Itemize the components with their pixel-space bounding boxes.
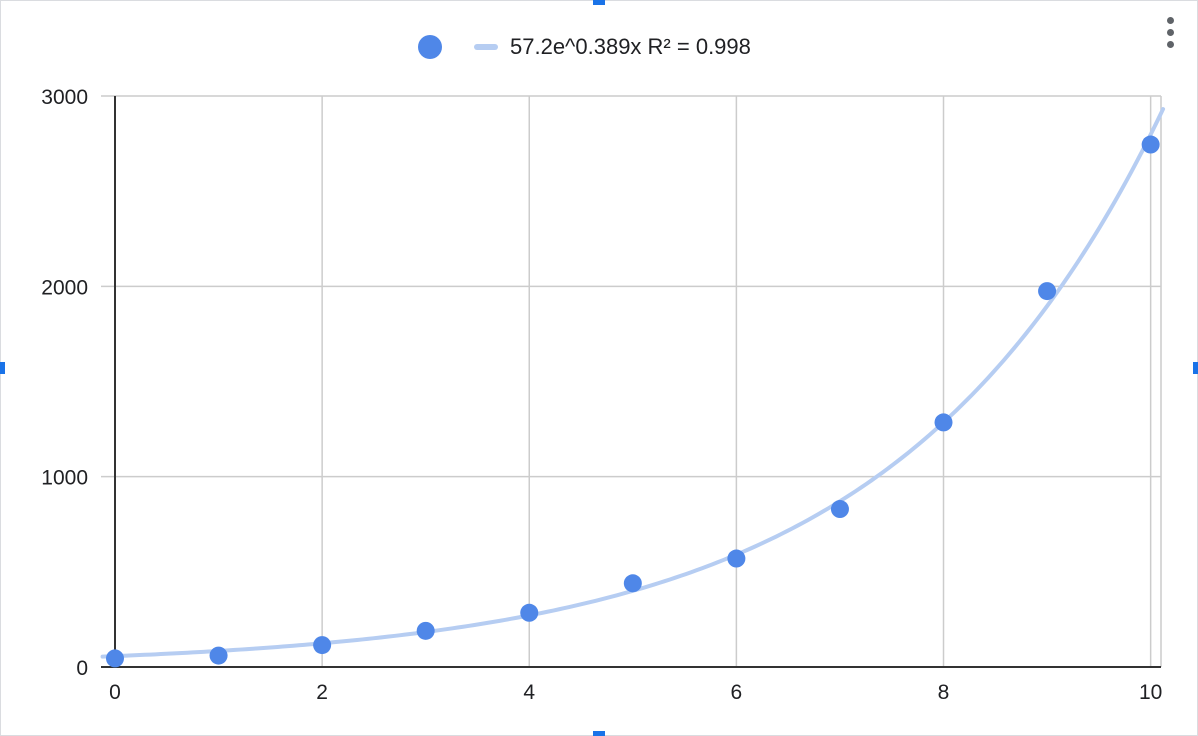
data-point[interactable] — [727, 549, 746, 568]
data-point[interactable] — [1141, 135, 1160, 154]
x-tick-label: 0 — [109, 681, 121, 704]
resize-handle-left[interactable] — [0, 362, 5, 374]
y-tick-label: 0 — [76, 657, 88, 680]
resize-handle-right[interactable] — [1193, 362, 1198, 374]
y-tick-label: 2000 — [41, 276, 88, 299]
more-vert-icon[interactable] — [1158, 14, 1182, 50]
data-point[interactable] — [934, 413, 953, 432]
resize-handle-top[interactable] — [593, 0, 605, 5]
x-tick-label: 2 — [316, 681, 328, 704]
legend-trendline-marker — [474, 44, 498, 50]
x-tick-label: 6 — [731, 681, 743, 704]
x-tick-label: 10 — [1139, 681, 1162, 704]
vertical-gridlines — [321, 96, 1162, 667]
menu-dot — [1166, 16, 1174, 24]
axes — [101, 96, 1161, 668]
data-point[interactable] — [209, 646, 228, 665]
legend-trendline-label: 57.2e^0.389x R² = 0.998 — [510, 34, 751, 59]
data-point[interactable] — [313, 636, 332, 655]
x-tick-labels: 0 2 4 6 8 10 — [109, 681, 1162, 704]
menu-dot — [1166, 40, 1174, 48]
data-point[interactable] — [106, 649, 124, 668]
y-tick-label: 3000 — [41, 86, 88, 109]
chart-legend: 57.2e^0.389x R² = 0.998 — [418, 30, 751, 64]
y-tick-label: 1000 — [41, 467, 88, 490]
data-point[interactable] — [520, 603, 539, 622]
y-tick-labels: 0 1000 2000 3000 — [41, 86, 88, 680]
legend-series-marker — [418, 35, 442, 59]
resize-handle-bottom[interactable] — [593, 731, 605, 736]
data-points — [106, 135, 1160, 668]
menu-dot — [1166, 28, 1174, 36]
x-tick-label: 4 — [523, 681, 535, 704]
data-point[interactable] — [830, 500, 849, 519]
x-tick-label: 8 — [938, 681, 950, 704]
data-point[interactable] — [623, 574, 642, 593]
horizontal-gridlines — [101, 95, 1161, 478]
data-point[interactable] — [1038, 282, 1057, 301]
data-point[interactable] — [416, 621, 435, 640]
